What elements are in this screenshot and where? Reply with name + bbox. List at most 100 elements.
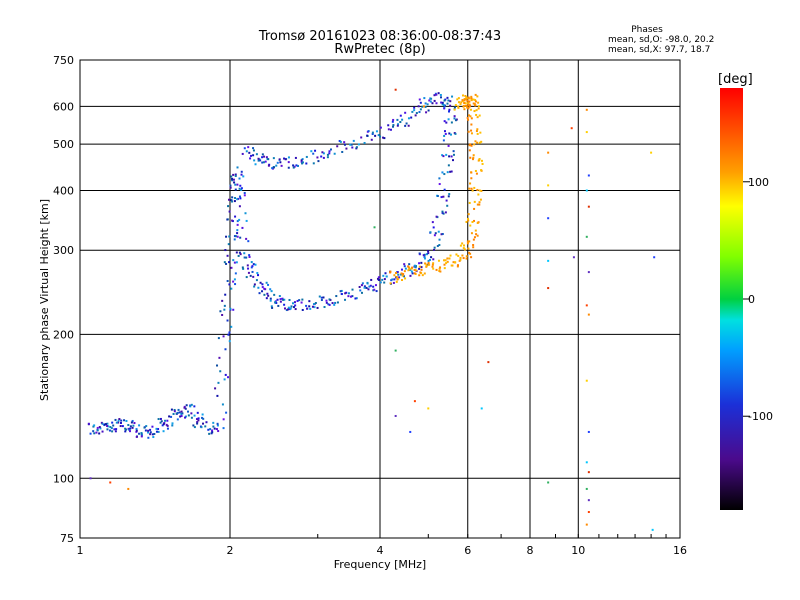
data-point xyxy=(193,405,196,408)
data-point xyxy=(219,370,222,373)
data-point xyxy=(377,134,380,137)
data-point xyxy=(475,109,478,112)
data-point xyxy=(423,272,426,275)
noise-point xyxy=(585,304,588,307)
data-point xyxy=(241,266,244,269)
data-point xyxy=(289,307,292,310)
data-point xyxy=(445,153,448,156)
data-point xyxy=(128,428,131,431)
data-point xyxy=(230,266,233,269)
data-point xyxy=(449,104,452,107)
data-point xyxy=(437,92,440,95)
data-point xyxy=(424,102,427,105)
data-point xyxy=(433,94,436,97)
noise-point xyxy=(585,461,588,464)
data-point xyxy=(379,126,382,129)
data-point xyxy=(252,149,255,152)
noise-point xyxy=(427,407,430,410)
data-point xyxy=(443,134,446,137)
data-point xyxy=(374,284,377,287)
data-point xyxy=(431,263,434,266)
data-point xyxy=(478,114,481,117)
data-point xyxy=(244,212,247,215)
data-point xyxy=(472,102,475,105)
data-point xyxy=(463,108,466,111)
data-point xyxy=(180,415,183,418)
data-point xyxy=(238,205,241,208)
data-point xyxy=(467,130,470,133)
data-point xyxy=(149,428,152,431)
data-point xyxy=(468,187,471,190)
data-point xyxy=(461,254,464,257)
data-point xyxy=(409,274,412,277)
data-point xyxy=(140,434,143,437)
data-point xyxy=(217,381,220,384)
data-point xyxy=(306,307,309,310)
data-point xyxy=(176,418,179,421)
data-point xyxy=(225,235,228,238)
data-point xyxy=(468,240,471,243)
data-point xyxy=(423,253,426,256)
data-point xyxy=(465,96,468,99)
data-point xyxy=(389,282,392,285)
data-point xyxy=(468,114,471,117)
data-point xyxy=(432,267,435,270)
noise-point xyxy=(394,349,397,352)
data-point xyxy=(270,290,273,293)
data-point xyxy=(470,256,473,259)
data-point xyxy=(476,234,479,237)
data-point xyxy=(223,378,226,381)
data-point xyxy=(418,274,421,277)
data-point xyxy=(465,104,468,107)
data-point xyxy=(476,141,479,144)
data-point xyxy=(213,427,216,430)
data-point xyxy=(355,297,358,300)
data-point xyxy=(459,256,462,259)
data-point xyxy=(453,108,456,111)
data-point xyxy=(480,159,483,162)
data-point xyxy=(274,301,277,304)
data-point xyxy=(175,412,178,415)
data-point xyxy=(127,424,130,427)
data-point xyxy=(170,415,173,418)
data-point xyxy=(131,426,134,429)
data-point xyxy=(157,430,160,433)
data-point xyxy=(479,131,482,134)
data-point xyxy=(399,273,402,276)
data-point xyxy=(398,276,401,279)
data-point xyxy=(162,423,165,426)
data-point xyxy=(447,144,450,147)
data-point xyxy=(242,175,245,178)
data-point xyxy=(401,279,404,282)
data-point xyxy=(109,426,112,429)
data-point xyxy=(370,138,373,141)
data-point xyxy=(172,412,175,415)
data-point xyxy=(466,116,469,119)
data-point xyxy=(152,436,155,439)
data-point xyxy=(392,124,395,127)
data-point xyxy=(454,261,457,264)
data-point xyxy=(118,418,121,421)
data-point xyxy=(204,425,207,428)
data-point xyxy=(439,270,442,273)
data-point xyxy=(233,238,236,241)
data-point xyxy=(234,215,237,218)
data-point xyxy=(436,245,439,248)
data-point xyxy=(457,254,460,257)
data-point xyxy=(216,394,219,397)
data-point xyxy=(414,266,417,269)
data-point xyxy=(208,432,211,435)
data-point xyxy=(367,288,370,291)
data-point xyxy=(111,430,114,433)
x-tick-label: 6 xyxy=(464,544,471,557)
data-point xyxy=(372,285,375,288)
data-point xyxy=(369,284,372,287)
data-point xyxy=(164,419,167,422)
data-point xyxy=(469,143,472,146)
colorbar-tick-label: 100 xyxy=(748,176,769,189)
y-tick-label: 300 xyxy=(53,244,74,257)
data-point xyxy=(470,177,473,180)
data-point xyxy=(312,162,315,165)
data-point xyxy=(392,125,395,128)
data-point xyxy=(379,281,382,284)
